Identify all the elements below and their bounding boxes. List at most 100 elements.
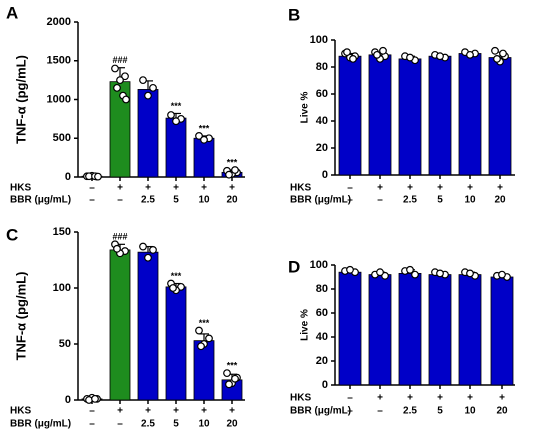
y-tick-label: 80 bbox=[316, 61, 328, 73]
data-point bbox=[197, 342, 205, 351]
data-point bbox=[169, 284, 177, 292]
data-point bbox=[376, 268, 384, 277]
data-point bbox=[94, 172, 102, 181]
y-tick-label: 40 bbox=[316, 331, 328, 343]
y-tick-label: 0 bbox=[65, 394, 71, 406]
row-value: – bbox=[117, 419, 123, 430]
row-value: – bbox=[377, 195, 383, 206]
y-tick-label: 60 bbox=[316, 307, 328, 319]
row-value: 10 bbox=[198, 195, 210, 206]
significance: *** bbox=[227, 157, 238, 167]
bar bbox=[193, 340, 215, 401]
data-point bbox=[139, 242, 147, 251]
bar bbox=[165, 117, 187, 178]
row-value: + bbox=[229, 183, 235, 194]
bar bbox=[428, 274, 452, 386]
y-axis-label: Live % bbox=[300, 309, 311, 341]
data-point bbox=[466, 50, 474, 59]
row-value: 2.5 bbox=[403, 195, 417, 206]
data-point bbox=[373, 50, 381, 59]
panel-label: B bbox=[288, 5, 300, 24]
data-point bbox=[113, 244, 121, 253]
row-value: + bbox=[407, 393, 413, 404]
data-point bbox=[225, 380, 233, 389]
row-label: HKS bbox=[290, 393, 311, 404]
y-tick-label: 0 bbox=[65, 171, 71, 183]
bar bbox=[109, 249, 131, 401]
data-point bbox=[116, 76, 124, 85]
row-label: HKS bbox=[290, 183, 311, 194]
significance: ### bbox=[112, 232, 127, 242]
bar bbox=[338, 55, 362, 176]
row-value: 20 bbox=[226, 195, 238, 206]
data-point bbox=[436, 52, 444, 61]
row-value: + bbox=[173, 183, 179, 194]
y-tick-label: 100 bbox=[310, 34, 328, 46]
bar bbox=[338, 271, 362, 386]
data-point bbox=[113, 83, 121, 92]
y-axis-label: TNF-α (pg/mL) bbox=[13, 272, 28, 361]
y-tick-label: 100 bbox=[310, 259, 328, 271]
y-tick-label: 80 bbox=[316, 283, 328, 295]
y-tick-label: 20 bbox=[316, 355, 328, 367]
row-value: + bbox=[377, 393, 383, 404]
row-value: – bbox=[117, 195, 123, 206]
row-value: 20 bbox=[494, 195, 506, 206]
row-value: – bbox=[347, 195, 353, 206]
data-point bbox=[406, 53, 414, 62]
data-point bbox=[91, 394, 99, 403]
data-point bbox=[411, 270, 419, 279]
bar bbox=[428, 55, 452, 176]
y-tick-label: 0 bbox=[322, 379, 328, 391]
y-tick-label: 1500 bbox=[47, 55, 71, 67]
row-label: HKS bbox=[10, 183, 31, 194]
significance: *** bbox=[171, 101, 182, 111]
row-label: BBR (μg/mL) bbox=[290, 195, 351, 206]
row-value: 2.5 bbox=[141, 419, 155, 430]
row-label: BBR (μg/mL) bbox=[10, 195, 71, 206]
bar bbox=[368, 274, 392, 386]
y-tick-label: 0 bbox=[322, 169, 328, 181]
data-point bbox=[195, 132, 203, 140]
bar bbox=[165, 286, 187, 401]
bar bbox=[458, 53, 482, 176]
data-point bbox=[349, 55, 357, 63]
row-value: – bbox=[89, 183, 95, 194]
data-point bbox=[231, 374, 239, 383]
row-value: 5 bbox=[173, 419, 179, 430]
row-value: 20 bbox=[226, 419, 238, 430]
data-point bbox=[149, 83, 157, 92]
row-value: + bbox=[201, 183, 207, 194]
row-value: + bbox=[407, 183, 413, 194]
data-point bbox=[200, 135, 208, 144]
row-label: BBR (μg/mL) bbox=[290, 406, 351, 417]
y-tick-label: 1000 bbox=[47, 93, 71, 105]
row-value: – bbox=[89, 419, 95, 430]
row-value: 10 bbox=[464, 195, 476, 206]
bar bbox=[137, 89, 159, 178]
row-value: – bbox=[89, 406, 95, 417]
y-tick-label: 500 bbox=[53, 132, 71, 144]
significance: ### bbox=[112, 55, 127, 65]
data-point bbox=[499, 49, 507, 58]
bar bbox=[368, 54, 392, 176]
data-point bbox=[195, 326, 203, 335]
row-value: 5 bbox=[173, 195, 179, 206]
data-point bbox=[111, 64, 119, 73]
row-value: + bbox=[201, 406, 207, 417]
data-point bbox=[172, 117, 180, 126]
data-point bbox=[223, 369, 231, 378]
data-point bbox=[144, 91, 152, 100]
data-point bbox=[121, 72, 129, 81]
data-point bbox=[406, 265, 414, 274]
panel-label: A bbox=[6, 3, 18, 22]
row-value: – bbox=[89, 195, 95, 206]
data-point bbox=[379, 46, 387, 55]
row-value: – bbox=[377, 406, 383, 417]
data-point bbox=[205, 334, 213, 343]
row-label: BBR (μg/mL) bbox=[10, 419, 71, 430]
bar bbox=[193, 137, 215, 178]
row-value: + bbox=[497, 183, 503, 194]
data-point bbox=[144, 253, 152, 262]
